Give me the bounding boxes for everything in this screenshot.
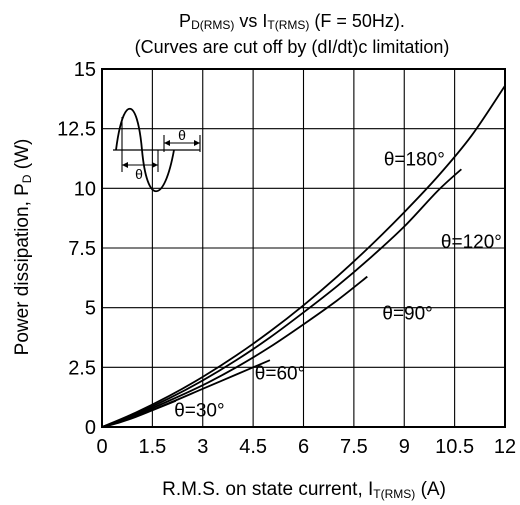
series-label: θ=180° <box>384 150 445 171</box>
x-tick-label: 4.5 <box>239 436 267 458</box>
series-line <box>101 359 271 428</box>
x-tick-label: 10.5 <box>435 436 474 458</box>
arrowhead-icon <box>122 162 128 168</box>
grid <box>102 69 505 427</box>
waveform-inset: θ θ <box>113 107 201 193</box>
y-tick-label: 0 <box>85 417 96 439</box>
x-tick-label: 12 <box>494 436 516 458</box>
arrowhead-icon <box>152 162 158 168</box>
x-tick-label: 6 <box>298 436 309 458</box>
series-line <box>101 85 506 428</box>
chart-title: PD(RMS) vs IT(RMS) (F = 50Hz). <box>179 11 405 32</box>
y-tick-label: 10 <box>74 178 96 200</box>
series-label: θ=60° <box>255 363 305 384</box>
x-tick-label: 1.5 <box>138 436 166 458</box>
y-tick-label: 2.5 <box>68 357 96 379</box>
y-tick-labels: 0 2.5 5 7.5 10 12.5 15 <box>57 59 96 439</box>
x-tick-label: 9 <box>399 436 410 458</box>
arrowhead-icon <box>194 140 200 146</box>
plot-frame <box>101 68 506 428</box>
series-label: θ=120° <box>441 232 502 253</box>
y-axis-label: Power dissipation, PD (W) <box>12 139 34 356</box>
x-tick-label: 7.5 <box>340 436 368 458</box>
y-tick-label: 15 <box>74 59 96 81</box>
curve-labels: θ=30° θ=60° θ=90° θ=120° θ=180° <box>174 150 502 422</box>
x-tick-labels: 0 1.5 3 4.5 6 7.5 9 10.5 12 <box>96 436 516 458</box>
curves <box>101 85 506 428</box>
x-axis-label: R.M.S. on state current, IT(RMS) (A) <box>162 479 446 501</box>
arrowhead-icon <box>164 140 170 146</box>
series-label: θ=30° <box>174 400 224 421</box>
y-tick-label: 12.5 <box>57 119 96 141</box>
series-line <box>101 168 462 428</box>
series-line <box>101 275 368 428</box>
series-label: θ=90° <box>382 304 432 325</box>
y-tick-label: 7.5 <box>68 238 96 260</box>
x-tick-label: 3 <box>197 436 208 458</box>
y-tick-label: 5 <box>85 298 96 320</box>
chart-subtitle: (Curves are cut off by (dI/dt)c limitati… <box>135 37 450 57</box>
theta-label-right: θ <box>178 127 186 143</box>
theta-label-left: θ <box>135 166 143 182</box>
x-tick-label: 0 <box>96 436 107 458</box>
